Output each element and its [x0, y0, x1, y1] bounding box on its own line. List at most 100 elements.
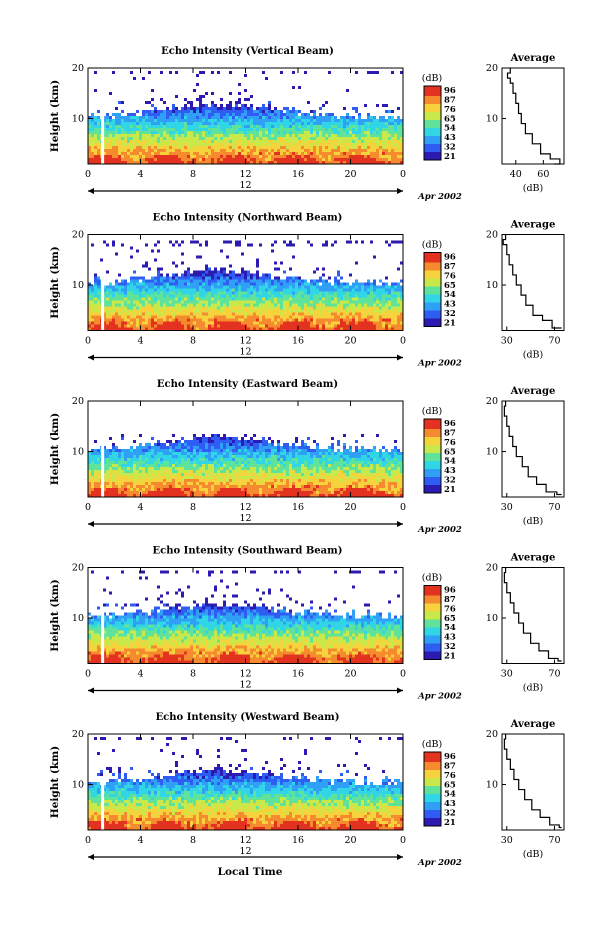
heatmap-cell: [160, 318, 163, 322]
heatmap-cell: [202, 122, 205, 125]
colorbar-tick-label: 96: [444, 253, 456, 263]
heatmap-cell: [169, 143, 172, 146]
heatmap-cell: [136, 282, 139, 286]
heatmap-cell: [115, 158, 118, 161]
heatmap-cell: [379, 321, 382, 325]
heatmap-cell: [283, 119, 286, 122]
heatmap-cell: [397, 327, 400, 331]
heatmap-cell: [259, 243, 262, 247]
heatmap-cell: [145, 149, 148, 152]
heatmap-cell: [316, 303, 319, 307]
heatmap-cell: [376, 288, 379, 292]
heatmap-cell: [157, 161, 160, 164]
heatmap-cell: [265, 276, 268, 280]
heatmap-cell: [91, 485, 94, 488]
heatmap-cell: [103, 455, 106, 458]
heatmap-cell: [325, 140, 328, 143]
heatmap-cell: [277, 312, 280, 316]
heatmap-cell: [241, 279, 244, 283]
heatmap-cell: [184, 476, 187, 479]
heatmap-cell: [241, 297, 244, 301]
date-label: Apr 2002: [417, 359, 462, 369]
heatmap-cell: [124, 455, 127, 458]
heatmap-cell: [331, 122, 334, 125]
heatmap-cell: [370, 291, 373, 295]
heatmap-cell: [229, 125, 232, 128]
heatmap-cell: [292, 297, 295, 301]
heatmap-cell: [187, 479, 190, 482]
heatmap-cell: [271, 306, 274, 310]
heatmap-cell: [124, 303, 127, 307]
heatmap-cell: [88, 282, 91, 286]
heatmap-cell: [139, 291, 142, 295]
heatmap-cell: [94, 285, 97, 289]
heatmap-cell: [244, 104, 247, 107]
heatmap-cell: [277, 297, 280, 301]
heatmap-cell: [175, 131, 178, 134]
heatmap-cell: [136, 312, 139, 316]
heatmap-cell: [145, 131, 148, 134]
heatmap-cell: [343, 306, 346, 310]
heatmap-cell: [328, 276, 331, 280]
heatmap-cell: [337, 285, 340, 289]
heatmap-cell: [253, 134, 256, 137]
heatmap-cell: [397, 131, 400, 134]
heatmap-cell: [271, 125, 274, 128]
heatmap-cell: [319, 276, 322, 280]
heatmap-cell: [259, 143, 262, 146]
heatmap-cell: [370, 303, 373, 307]
heatmap-cell: [352, 288, 355, 292]
heatmap-cell: [355, 282, 358, 286]
heatmap-cell: [208, 452, 211, 455]
heatmap-cell: [283, 309, 286, 313]
heatmap-cell: [316, 291, 319, 295]
heatmap-cell: [166, 446, 169, 449]
heatmap-cell: [289, 294, 292, 298]
heatmap-cell: [259, 110, 262, 113]
heatmap-cell: [265, 146, 268, 149]
heatmap-cell: [322, 297, 325, 301]
heatmap-cell: [151, 437, 154, 440]
heatmap-cell: [139, 318, 142, 322]
heatmap-cell: [202, 276, 205, 280]
heatmap-cell: [133, 276, 136, 280]
heatmap-cell: [241, 306, 244, 310]
heatmap-cell: [388, 119, 391, 122]
heatmap-cell: [325, 155, 328, 158]
heatmap-cell: [217, 116, 220, 119]
heatmap-cell: [268, 158, 271, 161]
heatmap-cell: [205, 309, 208, 313]
heatmap-cell: [391, 321, 394, 325]
heatmap-cell: [226, 482, 229, 485]
heatmap-cell: [199, 437, 202, 440]
heatmap-cell: [229, 270, 232, 274]
heatmap-cell: [97, 494, 100, 497]
heatmap-cell: [286, 303, 289, 307]
heatmap-cell: [118, 291, 121, 295]
heatmap-cell: [325, 321, 328, 325]
heatmap-cell: [265, 321, 268, 325]
heatmap-cell: [220, 110, 223, 113]
heatmap-cell: [232, 446, 235, 449]
heatmap-cell: [91, 467, 94, 470]
heatmap-cell: [271, 155, 274, 158]
colorbar-segment: [424, 286, 441, 289]
heatmap-cell: [181, 479, 184, 482]
heatmap-cell: [88, 491, 91, 494]
heatmap-cell: [169, 321, 172, 325]
heatmap-cell: [190, 137, 193, 140]
heatmap-cell: [295, 297, 298, 301]
heatmap-cell: [115, 119, 118, 122]
heatmap-cell: [160, 140, 163, 143]
heatmap-cell: [175, 288, 178, 292]
heatmap-cell: [280, 110, 283, 113]
heatmap-cell: [307, 315, 310, 319]
heatmap-cell: [364, 137, 367, 140]
heatmap-cell: [358, 318, 361, 322]
heatmap-cell: [184, 270, 187, 274]
heatmap-cell: [265, 134, 268, 137]
heatmap-cell: [232, 125, 235, 128]
heatmap-cell: [157, 309, 160, 313]
heatmap-cell: [166, 146, 169, 149]
heatmap-cell: [346, 137, 349, 140]
